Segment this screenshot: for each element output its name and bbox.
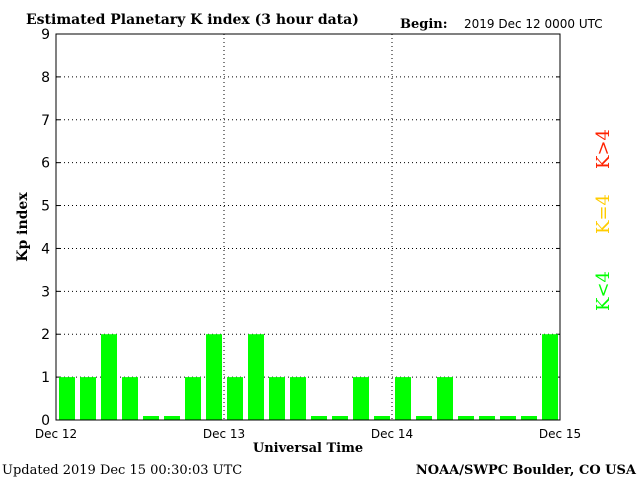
kp-bar — [164, 416, 180, 420]
kp-bar — [143, 416, 159, 420]
kp-bar — [206, 334, 222, 420]
kp-bar — [101, 334, 117, 420]
y-axis-label: Kp index — [15, 192, 31, 262]
y-tick-label: 7 — [41, 113, 50, 129]
kp-bar — [542, 334, 558, 420]
x-tick-labels: Dec 12 Dec 13 Dec 14 Dec 15 — [35, 427, 581, 441]
y-tick-label: 4 — [41, 241, 50, 257]
kp-bar — [269, 377, 285, 420]
x-axis-label: Universal Time — [253, 441, 363, 456]
kp-bar — [416, 416, 432, 420]
begin-value: 2019 Dec 12 0000 UTC — [464, 17, 603, 31]
kp-bar — [80, 377, 96, 420]
kp-bar — [521, 416, 537, 420]
y-tick-label: 2 — [41, 327, 50, 343]
y-tick-label: 5 — [41, 199, 50, 215]
begin-label: Begin: — [400, 17, 448, 32]
y-tick-label: 1 — [41, 370, 50, 386]
chart-title: Estimated Planetary K index (3 hour data… — [26, 12, 359, 28]
plot-frame — [55, 33, 561, 421]
kp-bar — [290, 377, 306, 420]
kp-bar — [227, 377, 243, 420]
kp-bar — [479, 416, 495, 420]
x-tick-label: Dec 12 — [35, 427, 77, 441]
credit-text: NOAA/SWPC Boulder, CO USA — [416, 463, 637, 478]
y-tick-label: 0 — [41, 413, 50, 429]
kp-bar — [332, 416, 348, 420]
kp-bar — [395, 377, 411, 420]
y-tick-label: 9 — [41, 27, 50, 43]
kp-bar — [353, 377, 369, 420]
kp-bar — [185, 377, 201, 420]
updated-timestamp: Updated 2019 Dec 15 00:30:03 UTC — [2, 463, 242, 478]
kp-bar — [59, 377, 75, 420]
kp-bar — [122, 377, 138, 420]
y-tick-label: 8 — [41, 70, 50, 86]
kp-bar — [458, 416, 474, 420]
bars — [59, 334, 558, 420]
legend-k-below-4: K<4 — [593, 271, 614, 311]
x-tick-label: Dec 15 — [539, 427, 581, 441]
x-tick-label: Dec 14 — [371, 427, 413, 441]
kp-bar — [311, 416, 327, 420]
y-tick-labels: 0 1 2 3 4 5 6 7 8 9 — [41, 27, 50, 429]
grid-lines — [56, 33, 560, 421]
y-tick-label: 6 — [41, 156, 50, 172]
legend-k-equal-4: K=4 — [593, 194, 614, 234]
x-tick-label: Dec 13 — [203, 427, 245, 441]
kp-bar — [248, 334, 264, 420]
legend-k-above-4: K>4 — [593, 129, 614, 169]
kp-bar — [374, 416, 390, 420]
y-tick-label: 3 — [41, 284, 50, 300]
kp-bar — [500, 416, 516, 420]
kp-bar — [437, 377, 453, 420]
